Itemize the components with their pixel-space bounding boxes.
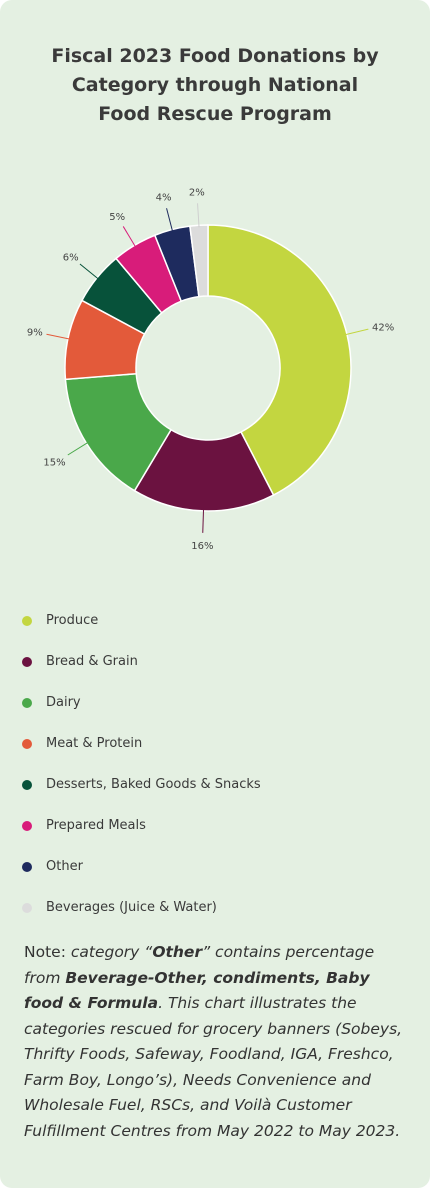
legend-item: Prepared Meals	[22, 805, 261, 846]
note-text: category “	[70, 943, 153, 961]
data-label: 2%	[189, 187, 205, 198]
leader-line	[79, 263, 99, 280]
legend-item: Meat & Protein	[22, 723, 261, 764]
legend-item: Dairy	[22, 682, 261, 723]
note-lead: Note:	[24, 943, 71, 961]
legend-swatch	[22, 615, 32, 626]
legend-item: Beverages (Juice & Water)	[22, 887, 261, 928]
legend-label: Other	[46, 859, 83, 874]
note-bold-text: Other	[152, 943, 203, 961]
legend-swatch	[22, 861, 32, 872]
chart-title-line: Fiscal 2023 Food Donations by	[51, 45, 379, 67]
legend-swatch	[22, 738, 32, 749]
chart-title-line: Category through National	[71, 74, 359, 96]
legend-swatch	[22, 820, 32, 831]
legend-label: Produce	[46, 613, 99, 628]
chart-legend: Produce Bread & Grain Dairy Meat & Protein D…	[22, 600, 261, 928]
data-label: 9%	[27, 328, 43, 339]
data-label: 5%	[109, 212, 125, 223]
data-label: 4%	[156, 193, 172, 204]
chart-title: Fiscal 2023 Food Donations by Category t…	[20, 42, 410, 129]
legend-item: Bread & Grain	[22, 641, 261, 682]
legend-swatch	[22, 902, 32, 913]
leader-line	[122, 226, 137, 248]
legend-label: Dairy	[46, 695, 81, 710]
legend-label: Prepared Meals	[46, 818, 146, 833]
legend-label: Desserts, Baked Goods & Snacks	[46, 777, 261, 792]
donut-chart: 42% 16% 15% 9% 6% 5% 4% 2%	[27, 187, 394, 552]
leader-line	[67, 441, 89, 456]
data-label: 16%	[191, 541, 213, 552]
legend-label: Beverages (Juice & Water)	[46, 900, 217, 915]
legend-item: Desserts, Baked Goods & Snacks	[22, 764, 261, 805]
leader-line	[166, 208, 174, 232]
legend-label: Meat & Protein	[46, 736, 143, 751]
legend-swatch	[22, 697, 32, 708]
chart-title-line: Food Rescue Program	[98, 103, 332, 125]
note-bold-text: Beverage-Other, condiments, Baby food & …	[24, 968, 370, 1013]
donut-slice	[189, 224, 209, 298]
leader-line	[202, 508, 205, 533]
data-label: 6%	[63, 252, 79, 263]
legend-swatch	[22, 656, 32, 667]
chart-note: Note: category “Other” contains percenta…	[24, 940, 408, 1144]
data-label: 15%	[43, 457, 65, 468]
leader-line	[46, 333, 71, 340]
legend-label: Bread & Grain	[46, 654, 138, 669]
legend-item: Other	[22, 846, 261, 887]
data-label: 42%	[372, 322, 394, 333]
donut-slice	[207, 224, 352, 497]
legend-swatch	[22, 779, 32, 790]
note-text: ” contains percentage from	[24, 943, 375, 987]
leader-line	[197, 203, 200, 228]
note-text: . This chart illustrates the categories …	[24, 994, 403, 1140]
leader-line	[344, 328, 369, 336]
legend-item: Produce	[22, 600, 261, 641]
